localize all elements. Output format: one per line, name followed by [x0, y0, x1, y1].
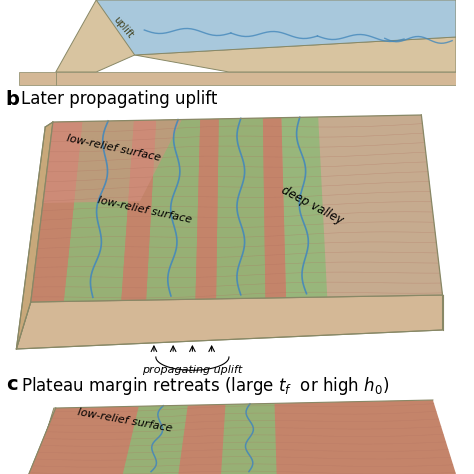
Polygon shape — [19, 72, 56, 85]
Polygon shape — [263, 118, 286, 298]
Polygon shape — [43, 119, 182, 203]
Polygon shape — [135, 37, 456, 72]
Polygon shape — [17, 295, 443, 349]
Text: low-relief surface: low-relief surface — [65, 133, 162, 163]
Text: b: b — [6, 90, 19, 109]
Text: low-relief surface: low-relief surface — [96, 195, 192, 225]
Polygon shape — [282, 115, 443, 298]
Text: Later propagating uplift: Later propagating uplift — [21, 90, 218, 108]
Polygon shape — [56, 72, 456, 85]
Polygon shape — [146, 119, 201, 300]
Text: low-relief surface: low-relief surface — [77, 407, 173, 433]
Text: c: c — [6, 375, 18, 394]
Polygon shape — [17, 122, 53, 349]
Polygon shape — [96, 0, 456, 55]
Text: uplift: uplift — [110, 15, 135, 41]
Polygon shape — [56, 0, 135, 72]
Polygon shape — [29, 400, 456, 474]
Polygon shape — [31, 121, 82, 302]
Polygon shape — [195, 119, 219, 299]
Polygon shape — [121, 120, 156, 301]
Text: propagating uplift: propagating uplift — [142, 365, 243, 375]
Text: Plateau margin retreats (large $t_f$  or high $h_0$): Plateau margin retreats (large $t_f$ or … — [21, 375, 390, 397]
Polygon shape — [31, 115, 443, 302]
Polygon shape — [64, 120, 134, 301]
Polygon shape — [29, 408, 56, 474]
Polygon shape — [216, 118, 265, 299]
Polygon shape — [282, 117, 327, 298]
Polygon shape — [221, 403, 277, 474]
Polygon shape — [123, 405, 188, 474]
Text: deep valley: deep valley — [279, 183, 346, 227]
